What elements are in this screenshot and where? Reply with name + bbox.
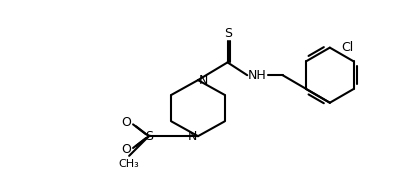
Text: Cl: Cl <box>342 41 354 54</box>
Text: N: N <box>188 130 197 143</box>
Text: CH₃: CH₃ <box>119 159 139 169</box>
Text: S: S <box>145 130 153 143</box>
Text: NH: NH <box>248 69 267 82</box>
Text: N: N <box>199 74 208 87</box>
Text: O: O <box>121 143 131 157</box>
Text: O: O <box>121 116 131 129</box>
Text: S: S <box>225 27 232 40</box>
